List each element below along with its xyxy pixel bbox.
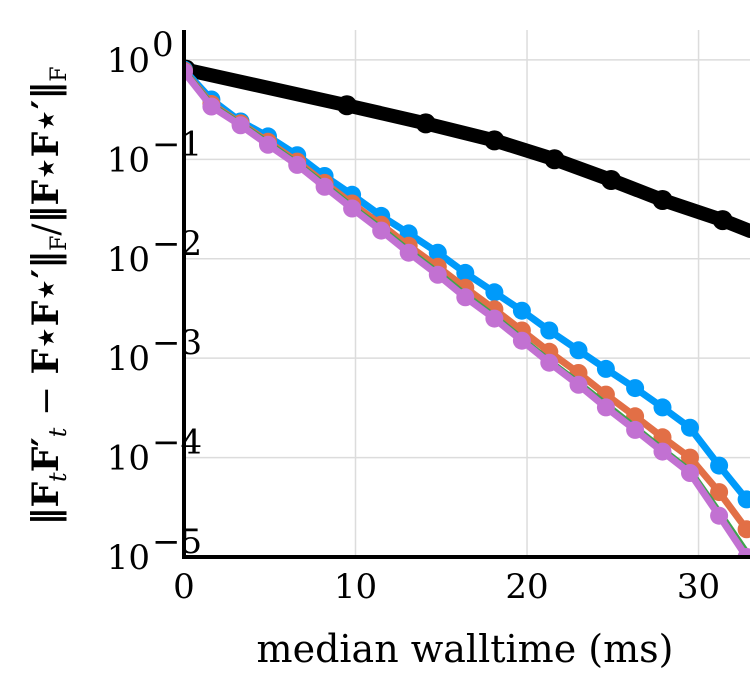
data-point-blue <box>681 418 699 437</box>
data-point-purple <box>202 97 221 116</box>
y-axis-title-part: − <box>26 375 67 428</box>
data-point-purple <box>315 177 334 196</box>
axes <box>182 30 750 559</box>
data-point-purple <box>343 199 362 218</box>
data-point-orange <box>737 520 750 539</box>
data-point-purple <box>596 398 615 417</box>
data-point-blue <box>626 379 645 398</box>
x-tick-label: 20 <box>505 567 548 607</box>
data-point-orange <box>681 448 699 467</box>
data-point-purple <box>231 116 250 135</box>
data-point-purple <box>653 442 672 461</box>
data-point-blue <box>710 456 729 475</box>
y-tick-label: 10 <box>107 140 150 180</box>
data-point-blue <box>485 283 504 302</box>
y-tick-exponent: −5 <box>152 522 202 562</box>
y-axis-title-part: ‖F <box>25 482 67 526</box>
x-tick-label: 10 <box>334 567 377 607</box>
series-layer <box>184 59 750 557</box>
data-point-blue <box>399 224 418 243</box>
y-tick-exponent: −4 <box>152 423 202 463</box>
y-axis-title-part: F <box>47 66 72 81</box>
y-tick-exponent: −2 <box>152 224 202 264</box>
data-point-purple <box>399 243 418 262</box>
data-point-black <box>336 95 357 116</box>
y-tick-exponent: −1 <box>152 124 202 164</box>
data-point-purple <box>540 353 559 372</box>
data-point-blue <box>512 301 531 320</box>
data-point-purple <box>626 420 645 439</box>
y-axis-title-part: t <box>44 427 72 437</box>
data-point-purple <box>288 155 307 174</box>
data-point-black <box>544 149 565 170</box>
data-point-purple <box>456 288 475 307</box>
y-axis-title-part: ‖F⋆F⋆′‖ <box>25 82 67 224</box>
data-point-black <box>484 130 505 151</box>
y-axis-title-part: / <box>26 223 67 236</box>
data-point-black <box>601 170 622 190</box>
data-point-black <box>712 210 733 231</box>
data-point-blue <box>456 263 475 282</box>
data-point-purple <box>485 309 504 328</box>
data-point-purple <box>681 464 699 482</box>
y-axis-title-part: F <box>47 236 72 251</box>
x-tick-label: 0 <box>173 567 195 607</box>
data-point-purple <box>259 135 277 154</box>
data-point-purple <box>737 548 750 557</box>
x-tick-label: 30 <box>677 567 720 607</box>
y-tick-exponent: 0 <box>152 25 174 65</box>
data-point-purple <box>569 375 588 394</box>
x-axis-title: median walltime (ms) <box>257 627 674 671</box>
data-point-black <box>652 190 673 210</box>
y-axis-title-part: t <box>44 472 72 482</box>
data-point-blue <box>428 243 447 262</box>
data-point-blue <box>569 341 588 360</box>
data-point-purple <box>372 221 391 240</box>
grid <box>184 30 750 557</box>
y-tick-label: 10 <box>107 439 150 479</box>
y-tick-label: 10 <box>107 41 150 81</box>
y-tick-label: 10 <box>107 339 150 379</box>
data-point-blue <box>737 490 750 509</box>
data-point-purple <box>512 331 531 350</box>
y-tick-label: 10 <box>107 538 150 578</box>
svg-text:‖FtF′t − F⋆F⋆′‖F/‖F⋆F⋆′‖F: ‖FtF′t − F⋆F⋆′‖F/‖F⋆F⋆′‖F <box>25 66 72 525</box>
data-point-orange <box>710 483 729 502</box>
y-axis-title: ‖FtF′t − F⋆F⋆′‖F/‖F⋆F⋆′‖F <box>25 66 72 525</box>
y-tick-label: 10 <box>107 240 150 280</box>
data-point-blue <box>596 359 615 378</box>
data-point-blue <box>540 321 559 340</box>
y-tick-exponent: −3 <box>152 323 202 363</box>
data-point-purple <box>428 265 447 284</box>
y-axis-title-part: F′ <box>25 437 67 472</box>
data-point-purple <box>710 506 729 525</box>
data-point-blue <box>653 398 672 417</box>
y-axis-title-part: F⋆F⋆′‖ <box>25 251 67 375</box>
data-point-purple <box>184 62 193 81</box>
data-point-black <box>415 113 436 134</box>
